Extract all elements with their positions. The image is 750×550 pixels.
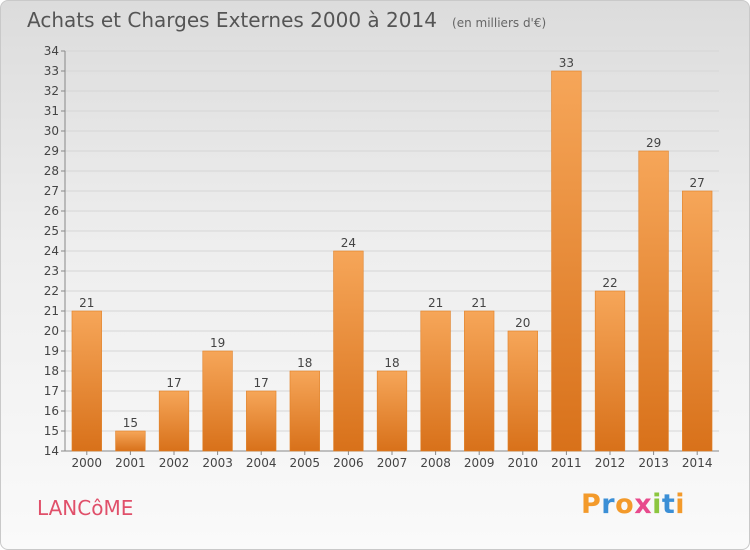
bars bbox=[71, 70, 713, 452]
bar bbox=[464, 310, 495, 452]
bar bbox=[333, 250, 364, 452]
y-tick-label: 30 bbox=[44, 124, 59, 138]
bar bbox=[420, 310, 451, 452]
bar-value-label: 18 bbox=[297, 356, 312, 370]
x-tick-label: 2004 bbox=[246, 456, 277, 470]
y-tick-label: 16 bbox=[44, 404, 59, 418]
x-tick-label: 2003 bbox=[202, 456, 233, 470]
bar-value-label: 33 bbox=[559, 56, 574, 70]
x-tick-label: 2008 bbox=[420, 456, 451, 470]
labels: 14 15 16 17 18 19 20 21 22 23 24 25 26 27 28 29 30 31 32 33… bbox=[44, 44, 713, 470]
y-tick-label: 18 bbox=[44, 364, 59, 378]
x-tick-label: 2014 bbox=[682, 456, 713, 470]
y-tick-label: 22 bbox=[44, 284, 59, 298]
x-tick-label: 2005 bbox=[290, 456, 321, 470]
bar bbox=[158, 390, 190, 452]
bar-value-label: 29 bbox=[646, 136, 661, 150]
x-tick-label: 2013 bbox=[638, 456, 669, 470]
bar bbox=[202, 350, 233, 452]
logo-letter: P bbox=[581, 489, 602, 520]
bar-value-label: 17 bbox=[254, 376, 269, 390]
logo-letter: t bbox=[661, 489, 676, 520]
x-tick-label: 2009 bbox=[464, 456, 495, 470]
logo-letter: r bbox=[601, 489, 616, 520]
bar bbox=[682, 190, 713, 452]
bar-value-label: 21 bbox=[472, 296, 487, 310]
bar-value-label: 17 bbox=[166, 376, 181, 390]
bar-value-label: 19 bbox=[210, 336, 225, 350]
bar bbox=[289, 370, 320, 452]
bar bbox=[594, 290, 626, 452]
logo-letter: i bbox=[652, 489, 662, 520]
y-tick-label: 26 bbox=[44, 204, 59, 218]
bar-value-label: 15 bbox=[123, 416, 138, 430]
x-tick-label: 2010 bbox=[508, 456, 539, 470]
bar bbox=[115, 430, 146, 452]
bar-value-label: 20 bbox=[515, 316, 530, 330]
bar bbox=[71, 310, 102, 452]
logo-letter: o bbox=[615, 489, 635, 520]
bar-value-label: 27 bbox=[690, 176, 705, 190]
x-tick-label: 2011 bbox=[551, 456, 582, 470]
bar-value-label: 24 bbox=[341, 236, 356, 250]
x-tick-label: 2001 bbox=[115, 456, 146, 470]
y-tick-label: 34 bbox=[44, 44, 59, 58]
y-tick-label: 24 bbox=[44, 244, 59, 258]
y-tick-label: 15 bbox=[44, 424, 59, 438]
y-tick-label: 28 bbox=[44, 164, 59, 178]
bar bbox=[376, 370, 408, 452]
y-tick-label: 17 bbox=[44, 384, 59, 398]
y-tick-label: 19 bbox=[44, 344, 59, 358]
bar-value-label: 21 bbox=[79, 296, 94, 310]
y-tick-label: 25 bbox=[44, 224, 59, 238]
bar-value-label: 22 bbox=[602, 276, 617, 290]
y-tick-label: 20 bbox=[44, 324, 59, 338]
x-tick-label: 2007 bbox=[377, 456, 408, 470]
y-tick-label: 14 bbox=[44, 444, 59, 458]
bar-value-label: 18 bbox=[384, 356, 399, 370]
x-tick-label: 2012 bbox=[595, 456, 626, 470]
bar bbox=[551, 70, 582, 452]
proxiti-logo: Proxiti bbox=[581, 489, 685, 520]
y-tick-label: 33 bbox=[44, 64, 59, 78]
commune-name: LANCôME bbox=[37, 496, 134, 520]
bar-value-label: 21 bbox=[428, 296, 443, 310]
y-tick-label: 29 bbox=[44, 144, 59, 158]
y-tick-label: 21 bbox=[44, 304, 59, 318]
x-tick-label: 2000 bbox=[72, 456, 103, 470]
y-tick-label: 27 bbox=[44, 184, 59, 198]
x-tick-label: 2002 bbox=[159, 456, 190, 470]
logo-letter: x bbox=[634, 489, 653, 520]
y-tick-label: 32 bbox=[44, 84, 59, 98]
logo-letter: i bbox=[675, 489, 686, 520]
y-tick-label: 31 bbox=[44, 104, 59, 118]
bar bbox=[507, 330, 538, 452]
bar bbox=[246, 390, 277, 452]
chart-subtitle: (en milliers d'€) bbox=[452, 16, 547, 30]
x-tick-label: 2006 bbox=[333, 456, 364, 470]
chart-title: Achats et Charges Externes 2000 à 2014 bbox=[27, 8, 437, 32]
y-tick-label: 23 bbox=[44, 264, 59, 278]
bar bbox=[638, 150, 669, 452]
title-block: Achats et Charges Externes 2000 à 2014 (… bbox=[27, 8, 546, 32]
